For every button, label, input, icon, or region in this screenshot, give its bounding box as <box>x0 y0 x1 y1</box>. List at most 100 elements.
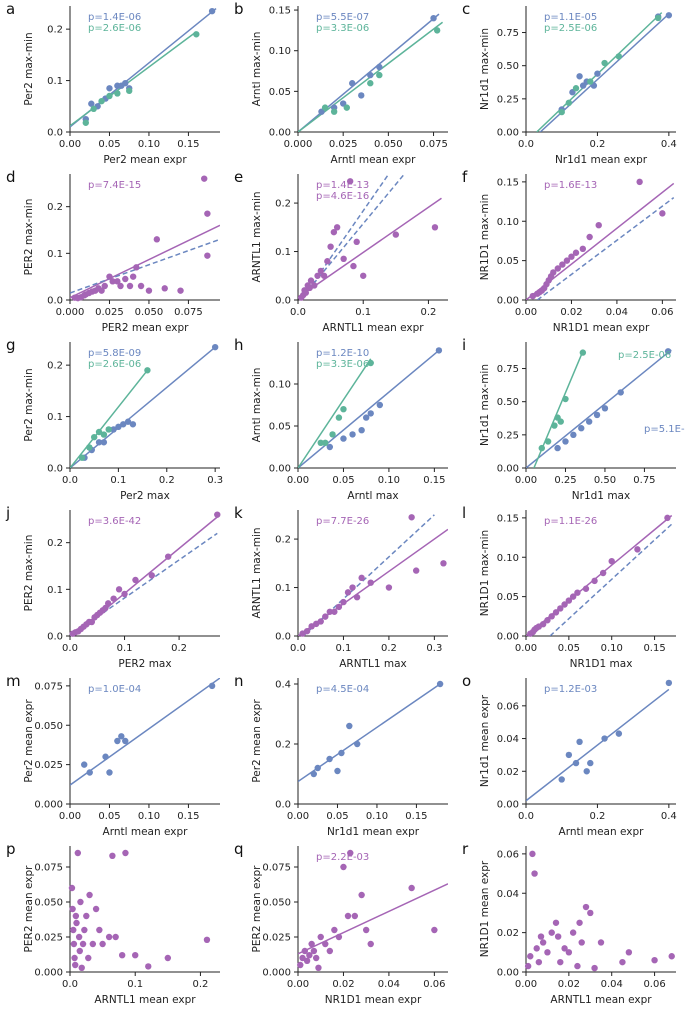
y-tick-label: 0.15 <box>497 177 519 188</box>
x-tick-label: 0.075 <box>419 139 448 150</box>
data-point-purple <box>340 598 347 606</box>
panel-letter: a <box>6 0 15 18</box>
x-tick-label: 0.025 <box>95 307 124 318</box>
data-point-blue <box>118 733 125 740</box>
data-point-purple <box>122 275 129 283</box>
data-point-blue <box>102 753 109 760</box>
panel-q: 0.00 0.02 0.04 0.06 0.000 0.025 0.050 0.075 NR1D… <box>228 840 456 1008</box>
x-tick-label: 0.10 <box>138 139 160 150</box>
x-tick-label: 0.00 <box>287 811 309 822</box>
fit-line-blue <box>70 346 216 468</box>
y-axis-label: Per2 max-min <box>23 368 35 441</box>
x-tick-label: 0.1 <box>336 643 352 654</box>
data-point-purple <box>114 278 121 285</box>
x-tick-label: 0.050 <box>374 139 403 150</box>
data-point-blue <box>594 70 601 77</box>
data-point-blue <box>211 343 219 351</box>
panel-letter: p <box>6 840 16 858</box>
x-tick-label: 0.3 <box>426 643 442 654</box>
data-point-purple <box>89 940 97 948</box>
data-point-purple <box>524 962 532 970</box>
data-point-teal <box>78 454 86 461</box>
fit-lines <box>298 174 442 300</box>
p-value-annotation: p=2.2E-03 <box>316 852 369 863</box>
data-point-purple <box>557 958 564 966</box>
data-point-purple <box>412 567 420 574</box>
y-tick-label: 0.050 <box>262 898 291 909</box>
data-point-purple <box>106 273 113 280</box>
x-tick-label: 0.05 <box>98 139 120 150</box>
data-point-blue <box>346 722 353 730</box>
data-point-purple <box>312 954 320 962</box>
data-point-purple <box>563 257 571 264</box>
data-point-purple <box>129 273 137 280</box>
data-point-teal <box>321 104 329 111</box>
data-point-purple <box>668 953 675 960</box>
y-tick-label: 0.075 <box>262 863 291 874</box>
p-value-annotation: p=1.4E-06 <box>88 12 141 23</box>
y-tick-label: 0.50 <box>497 61 519 72</box>
y-tick-label: 0.2 <box>275 740 291 751</box>
y-tick-label: 0.02 <box>497 767 519 778</box>
data-point-blue <box>129 421 137 428</box>
y-axis-label: Nr1d1 max-min <box>479 364 491 446</box>
data-point-purple <box>201 175 208 182</box>
data-point-purple <box>346 178 354 185</box>
data-point-teal <box>654 14 662 22</box>
data-point-teal <box>144 367 151 374</box>
data-point-purple <box>539 620 547 628</box>
data-point-blue <box>601 735 608 742</box>
panel-k: 0.0 0.1 0.2 0.3 0.0 0.1 0.2 ARNTL1 max ARNTL1 ma… <box>228 504 456 672</box>
data-point-purple <box>578 939 585 946</box>
data-point-blue <box>338 749 345 757</box>
x-tick-label: 0.2 <box>589 811 605 822</box>
fit-line-blue-dashed <box>70 238 220 294</box>
data-point-purple <box>554 265 562 272</box>
x-tick-label: 0.3 <box>207 475 223 486</box>
y-tick-label: 0.75 <box>497 364 519 375</box>
data-point-purple <box>529 850 536 858</box>
data-point-blue <box>208 682 216 690</box>
chart-g: 0.0 0.1 0.2 0.3 0.0 0.1 0.2 Per2 max Per2 max-mi… <box>6 336 223 502</box>
x-tick-label: 0.1 <box>117 643 133 654</box>
data-point-purple <box>145 963 152 970</box>
data-point-purple <box>597 939 605 946</box>
x-tick-label: 0.05 <box>326 811 348 822</box>
x-tick-label: 0.2 <box>192 979 208 990</box>
data-point-blue <box>376 401 384 409</box>
fit-line-blue <box>526 688 670 802</box>
data-point-purple <box>145 287 153 294</box>
y-tick-label: 0.0 <box>47 632 63 643</box>
x-tick-label: 0.06 <box>423 979 445 990</box>
data-point-blue <box>120 421 127 428</box>
data-point-teal <box>551 422 558 429</box>
y-tick-label: 0.00 <box>269 464 291 475</box>
fit-line-blue <box>70 678 220 786</box>
data-point-blue <box>122 79 129 87</box>
data-point-purple <box>317 267 325 275</box>
data-point-teal <box>367 359 374 367</box>
data-point-blue <box>601 405 609 412</box>
y-tick-label: 0.2 <box>47 361 63 372</box>
data-point-blue <box>436 680 444 688</box>
x-axis-label: ARNTL1 mean expr <box>94 994 196 1006</box>
x-tick-label: 0.00 <box>515 307 537 318</box>
data-point-teal <box>572 85 580 92</box>
data-point-blue <box>593 411 601 419</box>
data-point-purple <box>161 285 168 292</box>
y-tick-label: 0.05 <box>269 87 291 98</box>
data-point-purple <box>104 600 112 607</box>
fit-lines <box>70 224 220 299</box>
data-point-purple <box>582 903 590 911</box>
fit-lines <box>70 346 216 468</box>
data-point-purple <box>576 919 583 926</box>
data-point-purple <box>126 282 134 290</box>
y-tick-label: 0.000 <box>262 968 291 979</box>
data-point-purple <box>76 947 83 955</box>
p-value-annotation: p=1.0E-04 <box>88 684 141 695</box>
data-point-purple <box>164 553 172 560</box>
y-tick-label: 0.06 <box>497 849 519 860</box>
data-point-purple <box>335 603 343 611</box>
fit-line-purple <box>298 197 442 299</box>
y-tick-label: 0.075 <box>34 863 63 874</box>
